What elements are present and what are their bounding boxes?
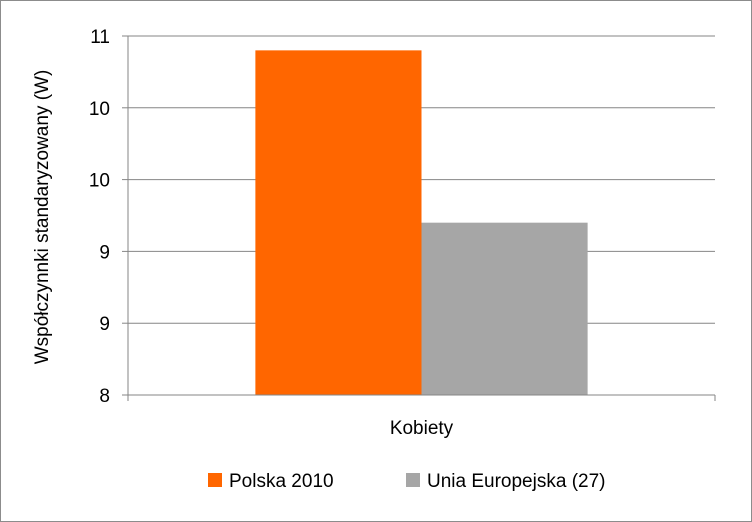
legend-label: Polska 2010 bbox=[229, 471, 334, 492]
legend-swatch bbox=[406, 473, 420, 487]
y-axis-label: Współczynnki standaryzowany (W) bbox=[32, 70, 53, 365]
bar-polska-2010 bbox=[255, 50, 422, 396]
y-tick-label: 9 bbox=[99, 314, 110, 335]
axes bbox=[127, 36, 715, 396]
legend-label: Unia Europejska (27) bbox=[427, 471, 605, 492]
y-tick-labels: 8 9 9 10 10 11 bbox=[89, 27, 110, 407]
y-tick-label: 10 bbox=[89, 99, 110, 120]
legend-swatch bbox=[208, 473, 222, 487]
bar-unia-europejska-27 bbox=[421, 222, 588, 395]
y-tick-label: 10 bbox=[89, 171, 110, 192]
y-tick-label: 11 bbox=[90, 27, 110, 48]
legend: Polska 2010 Unia Europejska (27) bbox=[208, 471, 605, 492]
bars bbox=[255, 50, 588, 396]
y-tick-label: 8 bbox=[99, 386, 110, 407]
x-tick-label: Kobiety bbox=[390, 418, 454, 439]
y-tick-label: 9 bbox=[99, 242, 110, 263]
x-tick-labels: Kobiety bbox=[390, 418, 454, 439]
